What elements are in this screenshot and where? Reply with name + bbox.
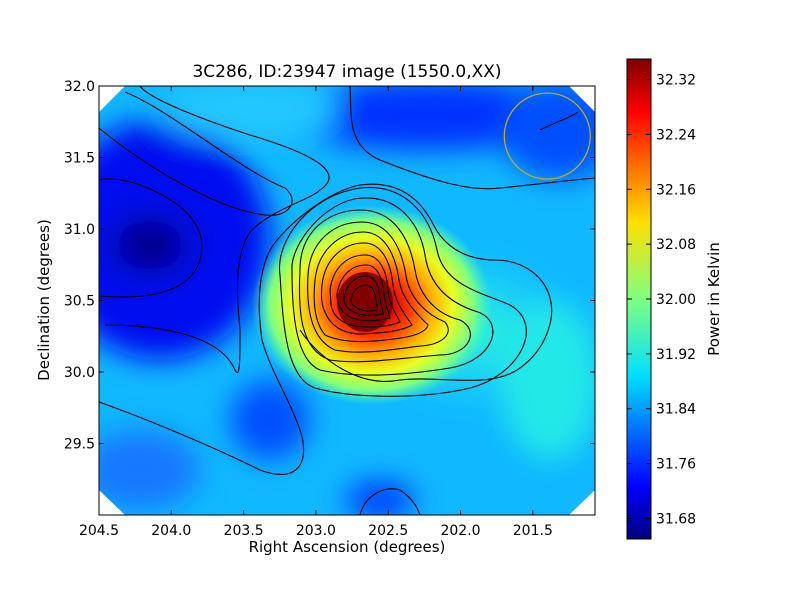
- colorbar-tick-label: 32.24: [656, 127, 696, 143]
- y-tick-label: 29.5: [64, 437, 95, 453]
- heatmap-field: [99, 86, 595, 515]
- y-axis-label: Declination (degrees): [35, 219, 53, 381]
- chart-title: 3C286, ID:23947 image (1550.0,XX): [192, 62, 501, 82]
- colorbar-tick-label: 32.32: [656, 73, 696, 89]
- x-tick-label: 203.5: [224, 523, 264, 539]
- colorbar-tick-label: 32.08: [656, 237, 696, 253]
- beam-circle: [503, 92, 591, 180]
- colorbar-tick-label: 31.68: [656, 511, 696, 527]
- x-tick-label: 202.5: [368, 523, 408, 539]
- colorbar-tick-label: 32.16: [656, 182, 696, 198]
- colorbar-label: Power in Kelvin: [705, 242, 723, 356]
- y-tick-label: 30.0: [64, 365, 95, 381]
- y-axis-ticks: 32.0 31.5 31.0 30.5 30.0 29.5: [64, 79, 595, 453]
- x-tick-label: 202.0: [440, 523, 480, 539]
- colorbar-tick-label: 31.76: [656, 457, 696, 473]
- colorbar-tick-label: 32.00: [656, 292, 696, 308]
- colorbar-tick-label: 31.84: [656, 402, 696, 418]
- x-tick-label: 201.5: [513, 523, 553, 539]
- contour-lines: [99, 86, 595, 515]
- x-axis-label: Right Ascension (degrees): [249, 538, 446, 556]
- x-tick-label: 204.5: [79, 523, 119, 539]
- colorbar-tick-label: 31.92: [656, 347, 696, 363]
- y-tick-label: 30.5: [64, 294, 95, 310]
- y-tick-label: 31.0: [64, 222, 95, 238]
- y-tick-label: 31.5: [64, 151, 95, 167]
- y-tick-label: 32.0: [64, 79, 95, 95]
- x-axis-ticks: 204.5 204.0 203.5 203.0 202.5 202.0 201.5: [79, 86, 553, 539]
- x-tick-label: 204.0: [151, 523, 191, 539]
- x-tick-label: 203.0: [296, 523, 336, 539]
- colorbar-ticks: 32.32 32.24 32.16 32.08 32.00 31.92 31.84 31.76…: [627, 73, 696, 527]
